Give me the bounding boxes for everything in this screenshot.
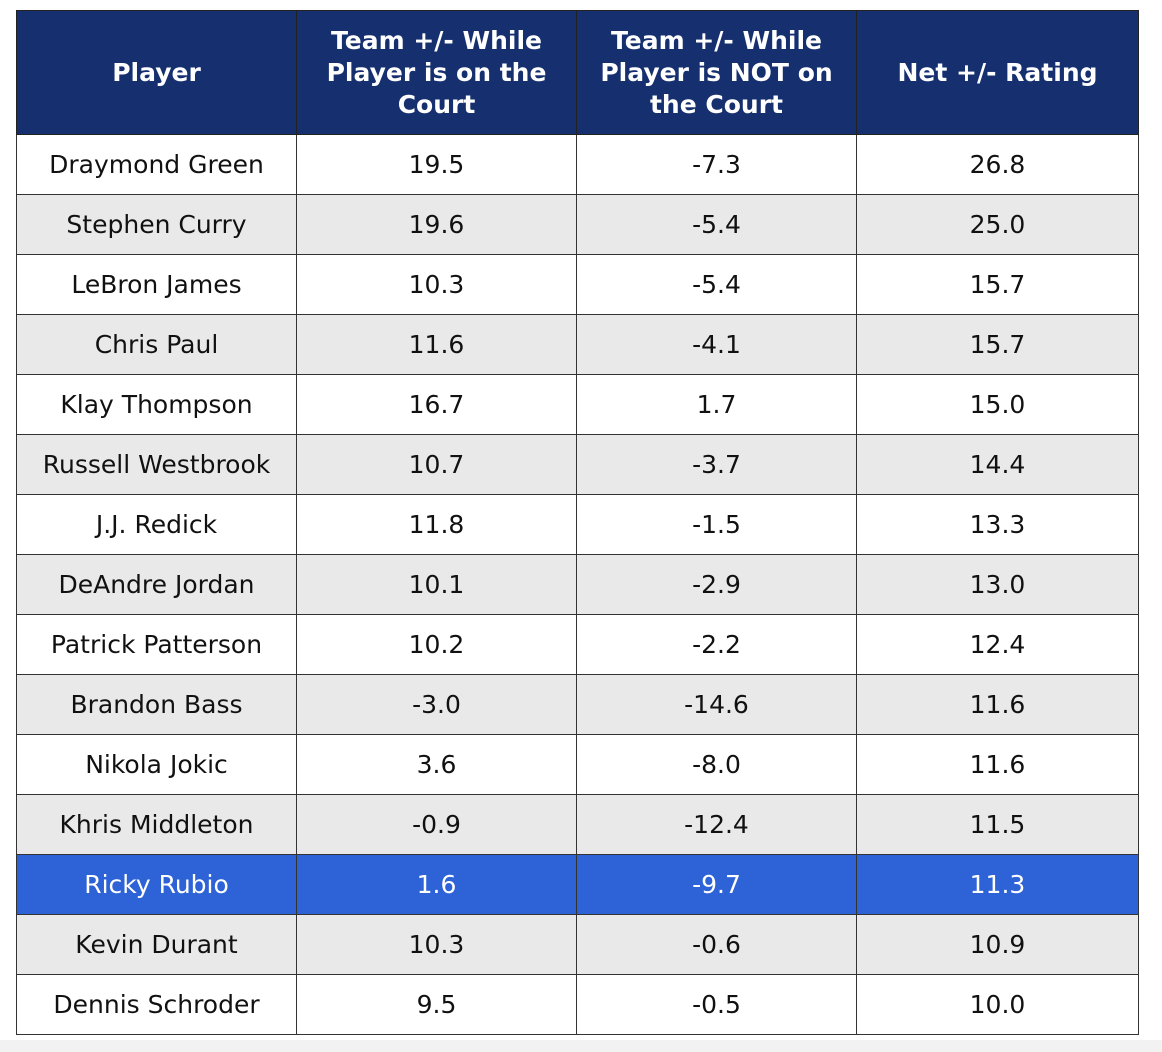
page-bottom-strip bbox=[0, 1040, 1162, 1052]
cell-player: Russell Westbrook bbox=[16, 434, 297, 495]
header-off-court: Team +/- While Player is NOT on the Cour… bbox=[576, 10, 857, 135]
cell-off-court: -2.2 bbox=[576, 614, 857, 675]
cell-off-court: -9.7 bbox=[576, 854, 857, 915]
table-row: Chris Paul 11.6 -4.1 15.7 bbox=[16, 314, 1139, 375]
cell-off-court: -4.1 bbox=[576, 314, 857, 375]
cell-net-rating: 10.0 bbox=[856, 974, 1139, 1035]
table-row: DeAndre Jordan 10.1 -2.9 13.0 bbox=[16, 554, 1139, 615]
table-header: Player Team +/- While Player is on the C… bbox=[16, 10, 1139, 135]
cell-off-court: 1.7 bbox=[576, 374, 857, 435]
cell-on-court: 10.1 bbox=[296, 554, 577, 615]
cell-on-court: -0.9 bbox=[296, 794, 577, 855]
table-row: Ricky Rubio 1.6 -9.7 11.3 bbox=[16, 854, 1139, 915]
cell-on-court: 1.6 bbox=[296, 854, 577, 915]
cell-net-rating: 15.7 bbox=[856, 254, 1139, 315]
cell-net-rating: 15.7 bbox=[856, 314, 1139, 375]
cell-net-rating: 11.6 bbox=[856, 674, 1139, 735]
cell-on-court: 10.3 bbox=[296, 254, 577, 315]
table-row: Brandon Bass -3.0 -14.6 11.6 bbox=[16, 674, 1139, 735]
header-row: Player Team +/- While Player is on the C… bbox=[16, 10, 1139, 135]
cell-net-rating: 14.4 bbox=[856, 434, 1139, 495]
cell-player: Chris Paul bbox=[16, 314, 297, 375]
cell-on-court: 19.6 bbox=[296, 194, 577, 255]
cell-player: Khris Middleton bbox=[16, 794, 297, 855]
cell-net-rating: 11.3 bbox=[856, 854, 1139, 915]
header-player: Player bbox=[16, 10, 297, 135]
table-row: Dennis Schroder 9.5 -0.5 10.0 bbox=[16, 974, 1139, 1035]
cell-player: Kevin Durant bbox=[16, 914, 297, 975]
cell-off-court: -7.3 bbox=[576, 134, 857, 195]
cell-on-court: 10.7 bbox=[296, 434, 577, 495]
cell-off-court: -0.5 bbox=[576, 974, 857, 1035]
cell-on-court: 19.5 bbox=[296, 134, 577, 195]
cell-on-court: 9.5 bbox=[296, 974, 577, 1035]
cell-off-court: -5.4 bbox=[576, 254, 857, 315]
cell-player: DeAndre Jordan bbox=[16, 554, 297, 615]
cell-net-rating: 12.4 bbox=[856, 614, 1139, 675]
cell-on-court: 10.3 bbox=[296, 914, 577, 975]
cell-player: Draymond Green bbox=[16, 134, 297, 195]
cell-off-court: -3.7 bbox=[576, 434, 857, 495]
cell-net-rating: 13.3 bbox=[856, 494, 1139, 555]
table-row: Stephen Curry 19.6 -5.4 25.0 bbox=[16, 194, 1139, 255]
cell-off-court: -14.6 bbox=[576, 674, 857, 735]
cell-net-rating: 11.6 bbox=[856, 734, 1139, 795]
cell-net-rating: 13.0 bbox=[856, 554, 1139, 615]
cell-player: Nikola Jokic bbox=[16, 734, 297, 795]
table-body: Draymond Green 19.5 -7.3 26.8 Stephen Curry 1… bbox=[16, 134, 1139, 1035]
cell-on-court: 11.6 bbox=[296, 314, 577, 375]
cell-player: Patrick Patterson bbox=[16, 614, 297, 675]
table-row: J.J. Redick 11.8 -1.5 13.3 bbox=[16, 494, 1139, 555]
table-row: Kevin Durant 10.3 -0.6 10.9 bbox=[16, 914, 1139, 975]
cell-off-court: -8.0 bbox=[576, 734, 857, 795]
cell-off-court: -12.4 bbox=[576, 794, 857, 855]
cell-player: Stephen Curry bbox=[16, 194, 297, 255]
table-row: Klay Thompson 16.7 1.7 15.0 bbox=[16, 374, 1139, 435]
table-row: Khris Middleton -0.9 -12.4 11.5 bbox=[16, 794, 1139, 855]
cell-player: Brandon Bass bbox=[16, 674, 297, 735]
cell-on-court: 11.8 bbox=[296, 494, 577, 555]
cell-player: J.J. Redick bbox=[16, 494, 297, 555]
cell-player: Klay Thompson bbox=[16, 374, 297, 435]
cell-net-rating: 11.5 bbox=[856, 794, 1139, 855]
cell-player: Ricky Rubio bbox=[16, 854, 297, 915]
cell-off-court: -1.5 bbox=[576, 494, 857, 555]
cell-player: LeBron James bbox=[16, 254, 297, 315]
header-on-court: Team +/- While Player is on the Court bbox=[296, 10, 577, 135]
cell-player: Dennis Schroder bbox=[16, 974, 297, 1035]
cell-on-court: 3.6 bbox=[296, 734, 577, 795]
table-row: Draymond Green 19.5 -7.3 26.8 bbox=[16, 134, 1139, 195]
cell-on-court: 16.7 bbox=[296, 374, 577, 435]
cell-net-rating: 26.8 bbox=[856, 134, 1139, 195]
plus-minus-table: Player Team +/- While Player is on the C… bbox=[16, 10, 1139, 1035]
cell-off-court: -0.6 bbox=[576, 914, 857, 975]
cell-net-rating: 25.0 bbox=[856, 194, 1139, 255]
cell-off-court: -2.9 bbox=[576, 554, 857, 615]
table-row: Russell Westbrook 10.7 -3.7 14.4 bbox=[16, 434, 1139, 495]
table-row: LeBron James 10.3 -5.4 15.7 bbox=[16, 254, 1139, 315]
table-row: Nikola Jokic 3.6 -8.0 11.6 bbox=[16, 734, 1139, 795]
header-net-rating: Net +/- Rating bbox=[856, 10, 1139, 135]
cell-off-court: -5.4 bbox=[576, 194, 857, 255]
cell-net-rating: 10.9 bbox=[856, 914, 1139, 975]
cell-on-court: 10.2 bbox=[296, 614, 577, 675]
cell-net-rating: 15.0 bbox=[856, 374, 1139, 435]
cell-on-court: -3.0 bbox=[296, 674, 577, 735]
table-row: Patrick Patterson 10.2 -2.2 12.4 bbox=[16, 614, 1139, 675]
